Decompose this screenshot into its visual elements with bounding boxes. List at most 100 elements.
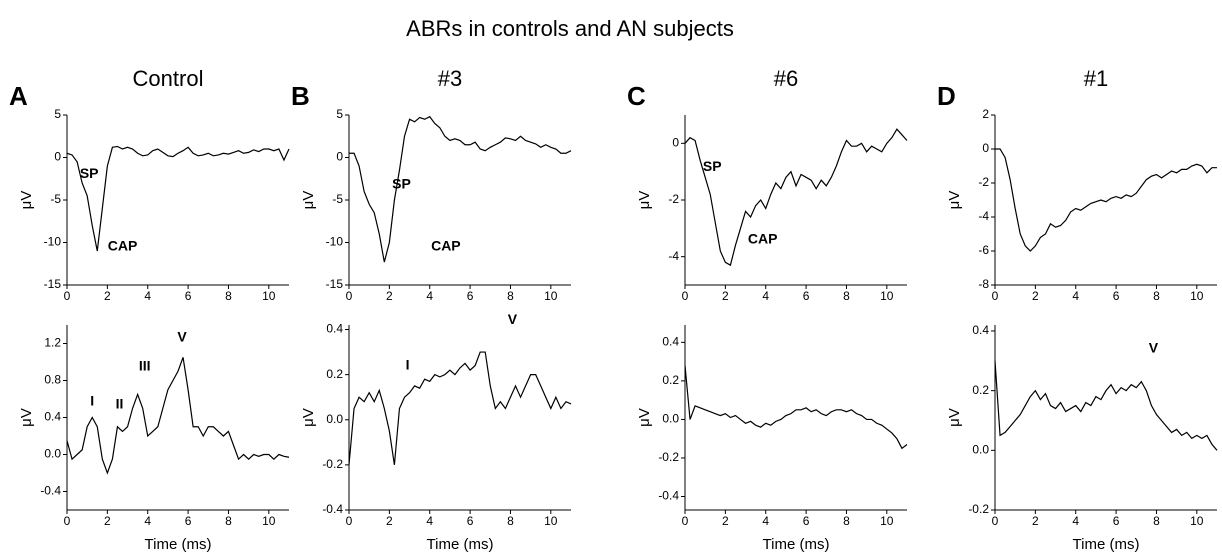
panel-title: #1	[1084, 66, 1108, 91]
x-tick-label: 6	[467, 514, 474, 528]
y-tick-label: 0.4	[326, 322, 343, 336]
trace	[348, 351, 572, 465]
y-tick-label: -5	[50, 192, 61, 206]
x-tick-label: 8	[225, 514, 232, 528]
x-tick-label: 2	[104, 514, 111, 528]
y-tick-label: 0	[336, 150, 343, 164]
annotation: V	[1149, 340, 1159, 356]
trace	[66, 145, 290, 252]
x-tick-label: 4	[1072, 289, 1079, 303]
y-tick-label: 0.0	[972, 442, 989, 456]
y-tick-label: 5	[336, 107, 343, 121]
y-tick-label: -10	[326, 235, 344, 249]
x-tick-label: 2	[722, 514, 729, 528]
y-tick-label: -0.2	[658, 450, 679, 464]
x-tick-label: 6	[467, 289, 474, 303]
x-tick-label: 10	[262, 289, 276, 303]
x-tick-label: 0	[682, 289, 689, 303]
y-tick-label: 0.4	[662, 335, 679, 349]
y-tick-label: -8	[978, 277, 989, 291]
y-tick-label: -2	[668, 192, 679, 206]
y-tick-label: 0.0	[44, 447, 61, 461]
y-tick-label: -0.4	[658, 489, 679, 503]
x-tick-label: 6	[1113, 514, 1120, 528]
y-tick-label: 0	[672, 136, 679, 150]
annotation: II	[116, 395, 124, 411]
y-tick-label: 1.2	[44, 336, 61, 350]
x-tick-label: 8	[225, 289, 232, 303]
x-tick-label: 4	[762, 289, 769, 303]
annotation: I	[90, 392, 94, 408]
x-tick-label: 2	[1032, 514, 1039, 528]
x-axis-label: Time (ms)	[763, 536, 830, 553]
trace	[995, 148, 1217, 252]
annotation: SP	[703, 158, 722, 174]
x-tick-label: 4	[762, 514, 769, 528]
y-tick-label: 0.0	[326, 412, 343, 426]
x-tick-label: 8	[843, 514, 850, 528]
x-tick-label: 6	[185, 289, 192, 303]
x-tick-label: 10	[544, 514, 558, 528]
x-tick-label: 4	[1072, 514, 1079, 528]
annotation: III	[139, 357, 151, 373]
annotation: V	[177, 329, 187, 345]
panel-title: #6	[774, 66, 798, 91]
y-tick-label: 0	[982, 141, 989, 155]
y-tick-label: 0.4	[44, 410, 61, 424]
panel-letter: C	[627, 81, 646, 111]
x-tick-label: 0	[346, 514, 353, 528]
y-tick-label: -15	[326, 277, 344, 291]
y-tick-label: -15	[44, 277, 62, 291]
y-tick-label: 0.0	[662, 412, 679, 426]
y-tick-label: -10	[44, 235, 62, 249]
x-tick-label: 10	[544, 289, 558, 303]
x-tick-label: 4	[144, 514, 151, 528]
x-tick-label: 10	[880, 514, 894, 528]
x-axis-label: Time (ms)	[427, 536, 494, 553]
y-axis-label: μV	[18, 408, 35, 427]
trace	[66, 357, 290, 475]
x-tick-label: 0	[992, 289, 999, 303]
y-tick-label: -0.2	[322, 457, 343, 471]
x-tick-label: 10	[262, 514, 276, 528]
annotation: I	[406, 356, 410, 372]
x-tick-label: 4	[426, 289, 433, 303]
y-tick-label: -4	[978, 209, 989, 223]
y-tick-label: 2	[982, 107, 989, 121]
y-tick-label: 0	[54, 150, 61, 164]
x-tick-label: 4	[426, 514, 433, 528]
x-tick-label: 2	[722, 289, 729, 303]
x-tick-label: 0	[346, 289, 353, 303]
trace	[349, 115, 572, 263]
x-tick-label: 0	[64, 514, 71, 528]
y-tick-label: -4	[668, 249, 679, 263]
x-tick-label: 6	[803, 514, 810, 528]
x-axis-label: Time (ms)	[145, 536, 212, 553]
figure-title: ABRs in controls and AN subjects	[406, 16, 734, 41]
panel-letter: D	[937, 81, 956, 111]
x-tick-label: 8	[1153, 514, 1160, 528]
x-tick-label: 2	[1032, 289, 1039, 303]
y-tick-label: 0.2	[972, 383, 989, 397]
x-tick-label: 8	[843, 289, 850, 303]
x-tick-label: 10	[1190, 514, 1204, 528]
y-tick-label: -6	[978, 243, 989, 257]
x-tick-label: 10	[880, 289, 894, 303]
y-tick-label: -0.4	[322, 502, 343, 516]
x-tick-label: 6	[185, 514, 192, 528]
x-tick-label: 8	[507, 289, 514, 303]
panel-letter: B	[291, 81, 310, 111]
x-tick-label: 8	[1153, 289, 1160, 303]
y-tick-label: 0.2	[662, 373, 679, 387]
panel-title: Control	[133, 66, 204, 91]
annotation: CAP	[108, 237, 138, 253]
panel-letter: A	[9, 81, 28, 111]
x-tick-label: 4	[144, 289, 151, 303]
y-axis-label: μV	[946, 191, 963, 210]
annotation: CAP	[748, 230, 778, 246]
x-tick-label: 6	[803, 289, 810, 303]
y-axis-label: μV	[946, 408, 963, 427]
x-tick-label: 6	[1113, 289, 1120, 303]
y-axis-label: μV	[300, 408, 317, 427]
